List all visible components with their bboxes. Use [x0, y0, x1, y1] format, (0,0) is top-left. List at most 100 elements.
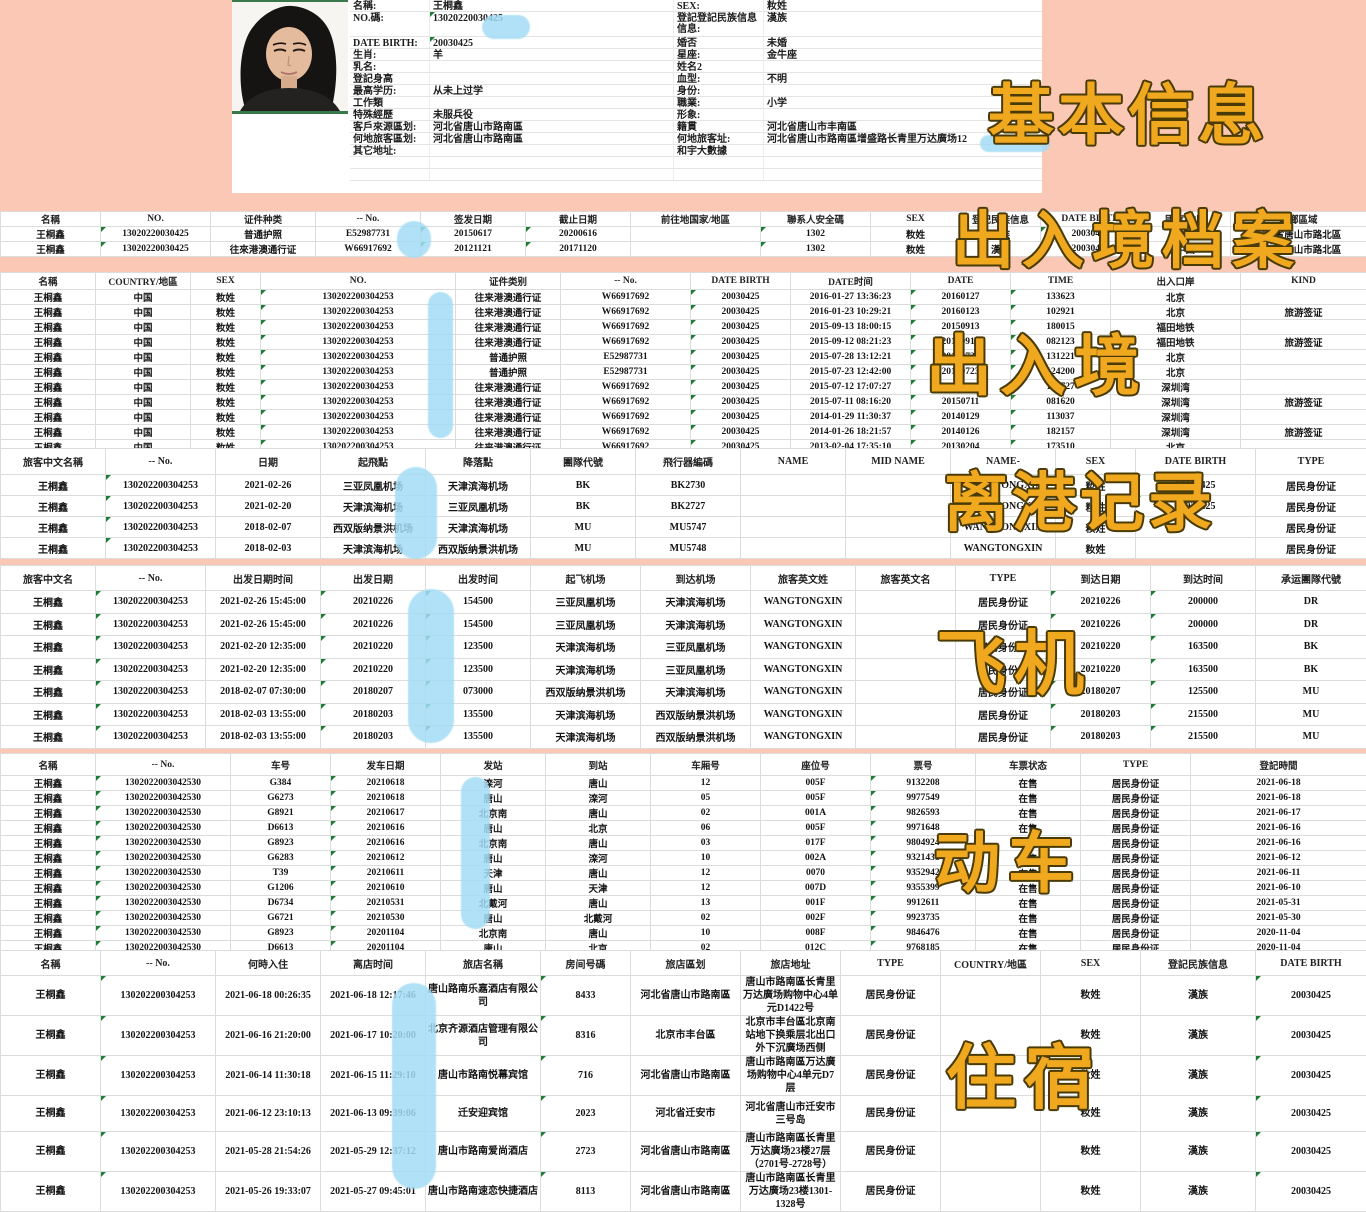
- column-header[interactable]: DATE时间: [791, 273, 911, 290]
- table-cell[interactable]: [846, 475, 951, 496]
- table-cell[interactable]: 北京南: [441, 836, 546, 851]
- table-cell[interactable]: 182157: [1011, 425, 1111, 440]
- table-cell[interactable]: 往来港澳通行证: [456, 380, 561, 395]
- table-cell[interactable]: 王桐鑫: [1, 395, 96, 410]
- column-header[interactable]: TYPE: [841, 951, 941, 976]
- column-header[interactable]: 出发时间: [426, 566, 531, 591]
- table-cell[interactable]: 籹姓: [191, 350, 261, 365]
- table-cell[interactable]: 往来港澳通行证: [456, 395, 561, 410]
- field-label[interactable]: 客戶來源區划:: [350, 121, 430, 133]
- table-cell[interactable]: 1302022003042530: [96, 881, 231, 896]
- table-cell[interactable]: 往来港澳通行证: [456, 305, 561, 320]
- table-cell[interactable]: WANGTONGXIN: [951, 517, 1056, 538]
- column-header[interactable]: 登記民族信息: [1141, 951, 1256, 976]
- table-cell[interactable]: 在售: [976, 851, 1081, 866]
- table-cell[interactable]: [856, 591, 956, 614]
- table-cell[interactable]: 在售: [976, 806, 1081, 821]
- table-cell[interactable]: 居民身份证: [1081, 866, 1191, 881]
- column-header[interactable]: 團隊代號: [531, 449, 636, 475]
- table-cell[interactable]: 9355399: [871, 881, 976, 896]
- column-header[interactable]: 截止日期: [526, 212, 631, 227]
- table-cell[interactable]: 王桐鑫: [1, 335, 96, 350]
- table-cell[interactable]: 西双版纳景洪机场: [641, 703, 751, 726]
- table-cell[interactable]: 1302022003042530: [96, 821, 231, 836]
- table-cell[interactable]: 2021-06-16: [1191, 836, 1366, 851]
- table-cell[interactable]: 籹姓: [1056, 475, 1136, 496]
- table-cell[interactable]: 2018-02-07: [216, 517, 321, 538]
- field-label[interactable]: 職業:: [674, 97, 764, 109]
- table-cell[interactable]: 中国: [96, 305, 191, 320]
- table-cell[interactable]: 天津滨海机场: [531, 658, 641, 681]
- table-cell[interactable]: [846, 496, 951, 517]
- table-cell[interactable]: 中国: [96, 320, 191, 335]
- field-value[interactable]: 小学: [764, 97, 1042, 109]
- table-cell[interactable]: 20150711: [911, 395, 1011, 410]
- table-cell[interactable]: 215500: [1151, 703, 1256, 726]
- table-cell[interactable]: 王桐鑫: [1, 365, 96, 380]
- field-value[interactable]: 羊: [430, 49, 674, 61]
- table-cell[interactable]: 1302022003042530: [96, 911, 231, 926]
- table-cell[interactable]: 001F: [761, 896, 871, 911]
- table-cell[interactable]: 2021-02-20 12:35:00: [206, 636, 321, 659]
- field-value[interactable]: [430, 169, 674, 181]
- table-cell[interactable]: 居民身份证: [1081, 926, 1191, 941]
- table-cell[interactable]: 20210618: [331, 791, 441, 806]
- table-cell[interactable]: 唐山: [441, 911, 546, 926]
- table-cell[interactable]: 王桐鑫: [1, 881, 96, 896]
- table-cell[interactable]: 163500: [1151, 636, 1256, 659]
- table-cell[interactable]: 唐山: [546, 926, 651, 941]
- table-cell[interactable]: 居民身份证: [956, 636, 1051, 659]
- table-cell[interactable]: 13020220030425: [101, 227, 211, 242]
- table-cell[interactable]: [1241, 290, 1366, 305]
- table-cell[interactable]: 20030425: [1256, 1132, 1366, 1172]
- table-cell[interactable]: 1302022003042530: [96, 866, 231, 881]
- field-value[interactable]: [430, 157, 674, 169]
- table-cell[interactable]: 20150728: [911, 350, 1011, 365]
- table-cell[interactable]: 20030425: [691, 425, 791, 440]
- column-header[interactable]: 登記時間: [1191, 754, 1366, 776]
- table-cell[interactable]: 王桐鑫: [1, 380, 96, 395]
- table-cell[interactable]: 唐山: [441, 851, 546, 866]
- column-header[interactable]: SEX: [871, 212, 961, 227]
- table-cell[interactable]: 天津滨海机场: [641, 681, 751, 704]
- table-cell[interactable]: 中国: [1141, 227, 1231, 242]
- table-cell[interactable]: 中国: [96, 380, 191, 395]
- table-cell[interactable]: 002A: [761, 851, 871, 866]
- table-cell[interactable]: 1302022003042530: [96, 791, 231, 806]
- column-header[interactable]: DATE BIRTH: [1256, 951, 1366, 976]
- table-cell[interactable]: [856, 726, 956, 749]
- table-cell[interactable]: 2021-05-31: [1191, 896, 1366, 911]
- table-cell[interactable]: 130202200304253: [261, 380, 456, 395]
- table-cell[interactable]: 2021-02-20: [216, 496, 321, 517]
- table-cell[interactable]: 20030425: [1256, 1096, 1366, 1132]
- table-cell[interactable]: D6734: [231, 896, 331, 911]
- table-cell[interactable]: 漢族: [1141, 1096, 1256, 1132]
- table-cell[interactable]: G8923: [231, 926, 331, 941]
- table-cell[interactable]: MU5747: [636, 517, 741, 538]
- table-cell[interactable]: 中国: [96, 425, 191, 440]
- table-cell[interactable]: 居民身份证: [956, 591, 1051, 614]
- table-cell[interactable]: 籹姓: [1041, 1056, 1141, 1096]
- column-header[interactable]: 离店时间: [321, 951, 426, 976]
- table-cell[interactable]: 北戴河: [441, 896, 546, 911]
- field-value[interactable]: 河北省唐山市路南區: [430, 121, 674, 133]
- field-label[interactable]: 其它地址:: [350, 145, 430, 157]
- table-cell[interactable]: 9132208: [871, 776, 976, 791]
- field-label[interactable]: 名稱:: [350, 0, 430, 12]
- table-cell[interactable]: 017F: [761, 836, 871, 851]
- table-cell[interactable]: 20030425: [691, 335, 791, 350]
- field-label[interactable]: 生肖:: [350, 49, 430, 61]
- table-cell[interactable]: 008F: [761, 926, 871, 941]
- table-cell[interactable]: 居民身份证: [1081, 896, 1191, 911]
- table-cell[interactable]: 唐山: [546, 896, 651, 911]
- table-cell[interactable]: 20210226: [1051, 613, 1151, 636]
- field-value[interactable]: 未婚: [764, 37, 1042, 49]
- table-cell[interactable]: 河北省唐山市路北區: [1231, 227, 1366, 242]
- table-cell[interactable]: 20210611: [331, 866, 441, 881]
- table-cell[interactable]: 716: [541, 1056, 631, 1096]
- table-cell[interactable]: 籹姓: [191, 320, 261, 335]
- field-value[interactable]: [764, 109, 1042, 121]
- table-cell[interactable]: 北京南: [441, 926, 546, 941]
